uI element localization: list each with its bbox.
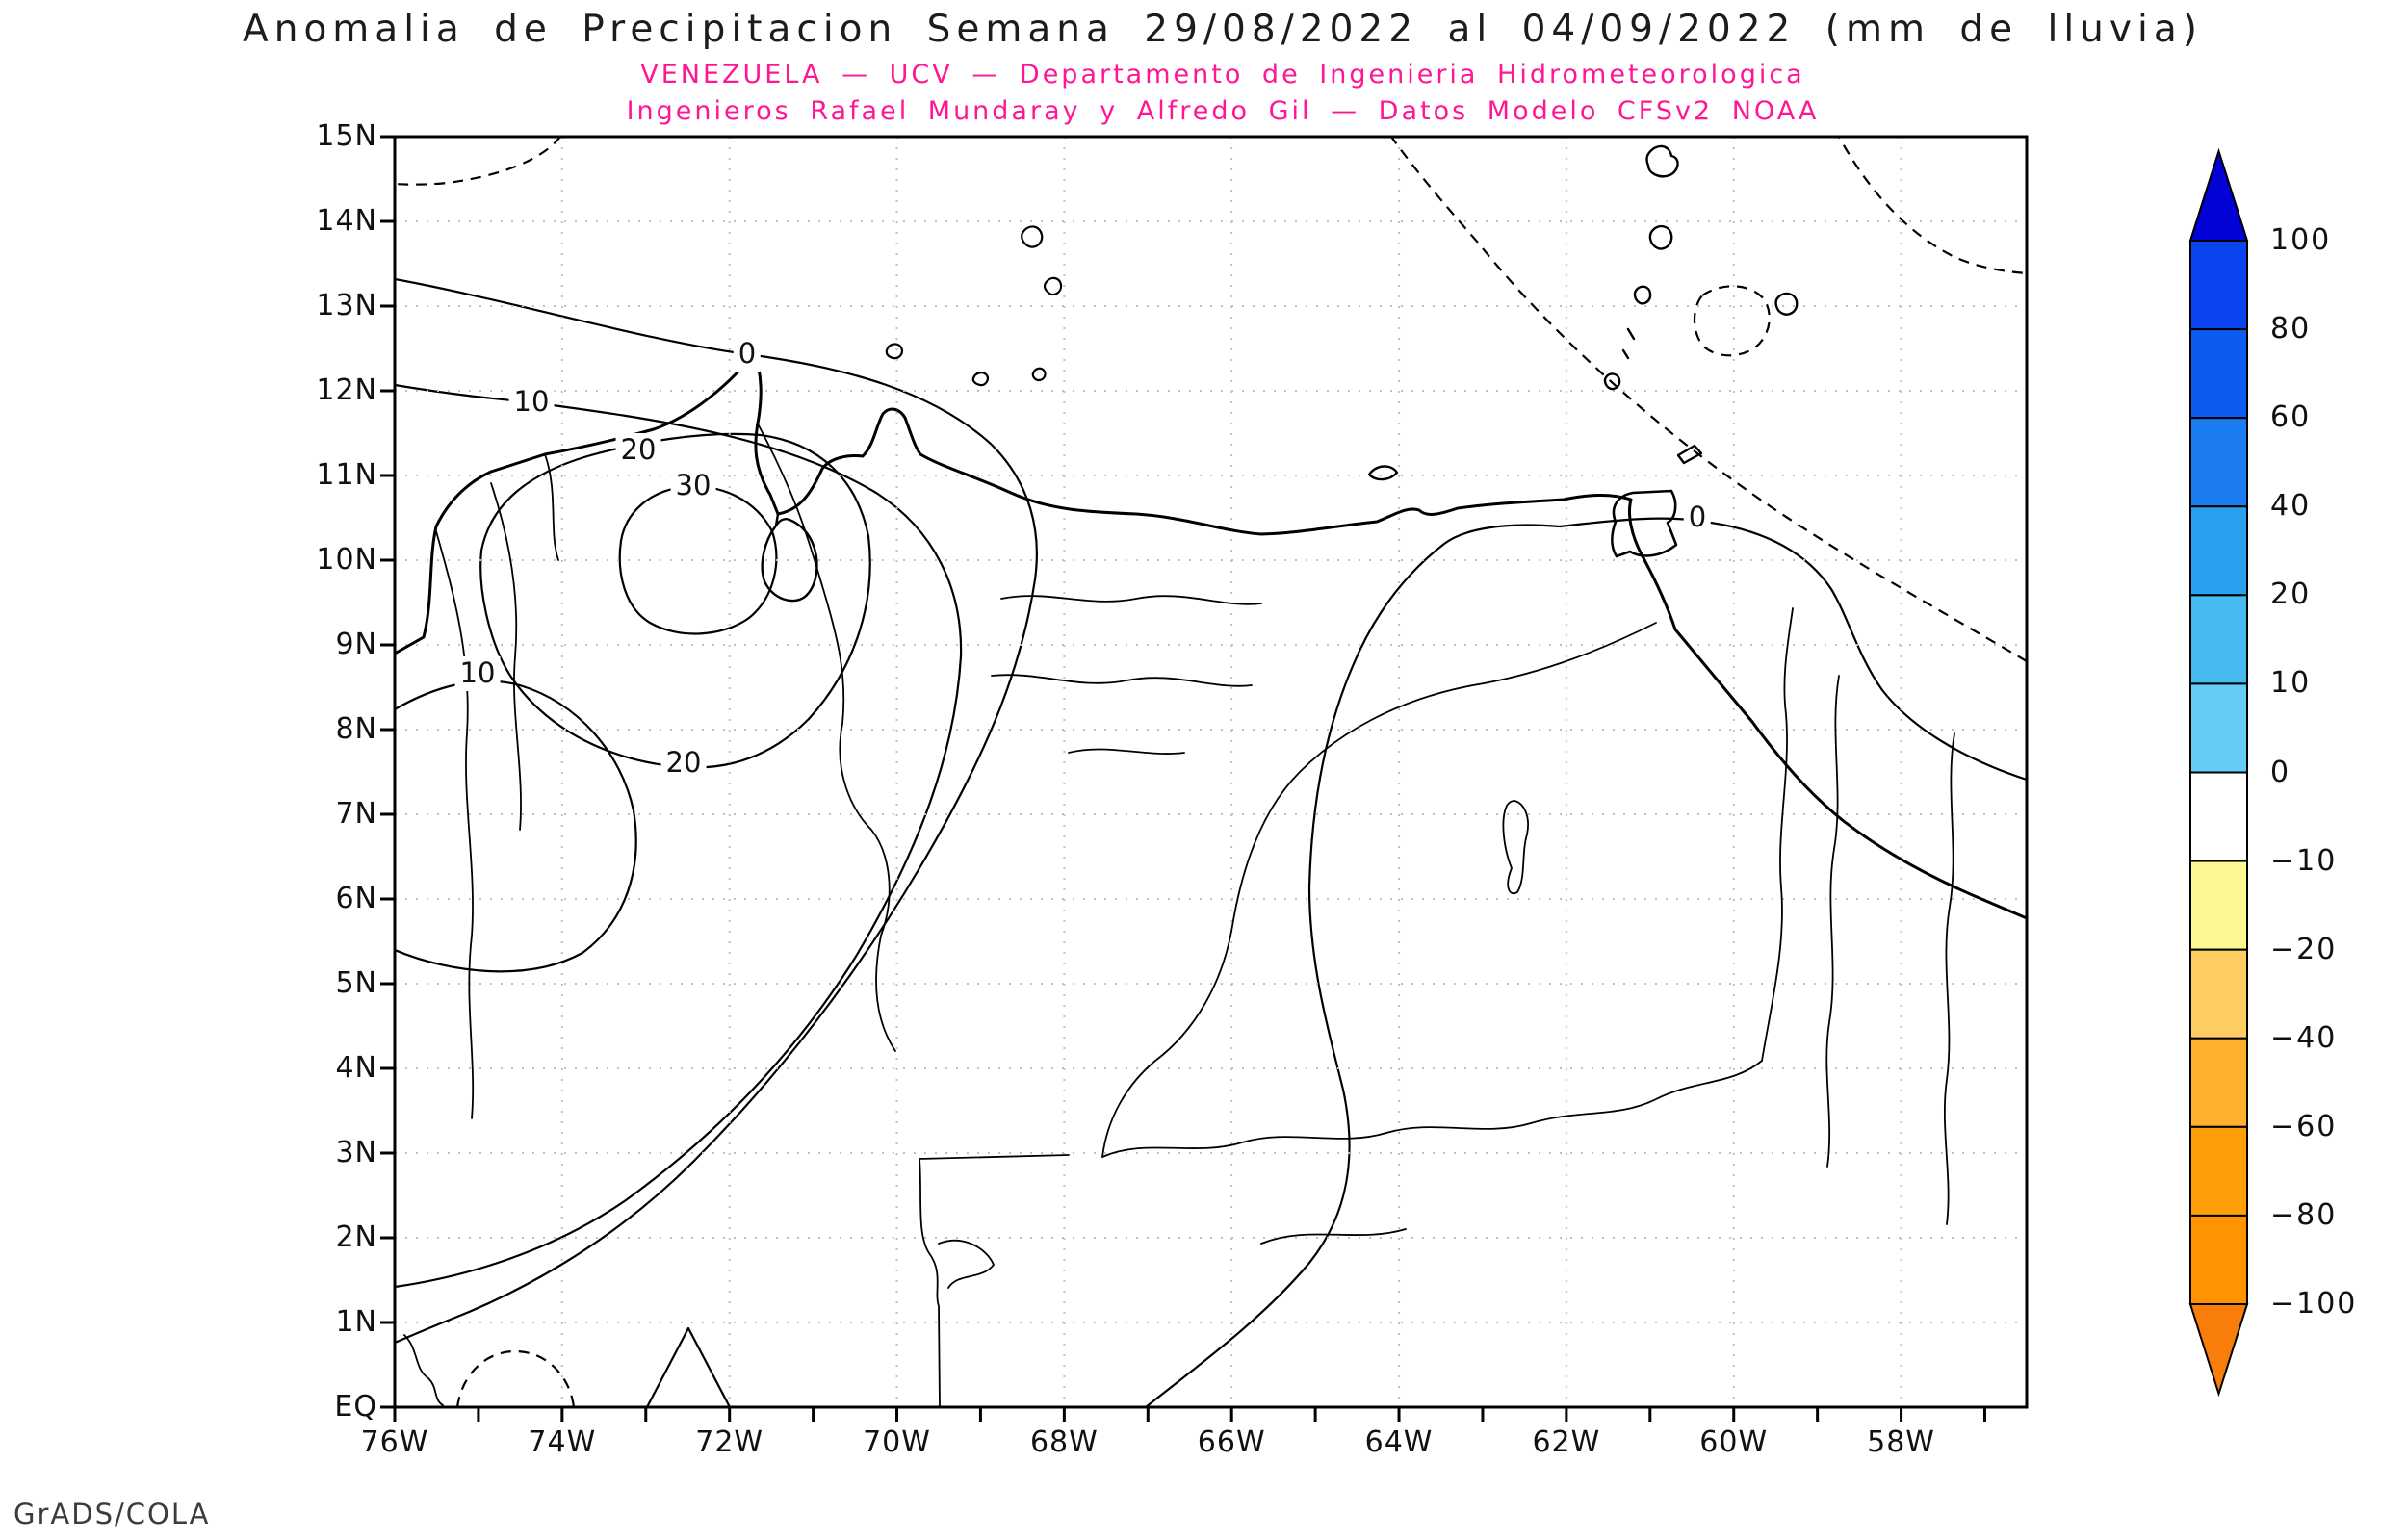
colorbar-tick-label: 60 <box>2270 400 2312 435</box>
fill-positive-tongue <box>645 1326 732 1407</box>
lat-tick-label: 8N <box>335 712 377 746</box>
colorbar-tick-label: −60 <box>2270 1109 2338 1143</box>
lon-tick-label: 64W <box>1364 1425 1434 1459</box>
page-title: Anomalia de Precipitacion Semana 29/08/2… <box>243 8 2203 51</box>
fill-positive-west-10 <box>395 383 963 1289</box>
lon-tick-label: 62W <box>1532 1425 1601 1459</box>
lon-tick-label: 74W <box>528 1425 597 1459</box>
colorbar-tick-label: 100 <box>2270 223 2332 257</box>
lon-tick-label: 70W <box>863 1425 931 1459</box>
axis-ticks <box>380 135 1986 1422</box>
fill-negative-topleft <box>395 137 562 186</box>
lat-tick-label: 10N <box>316 543 377 577</box>
fill-positive-west-20 <box>479 432 871 769</box>
fill-negative-band <box>1389 137 2027 663</box>
fill-positive-east-0 <box>1144 517 2027 1407</box>
contour-label: 0 <box>1683 500 1712 535</box>
map-area <box>395 137 2027 1407</box>
colorbar-tick-label: 0 <box>2270 755 2291 789</box>
contour-label: 10 <box>454 656 501 691</box>
lon-tick-label: 60W <box>1699 1425 1769 1459</box>
lon-tick-label: 66W <box>1197 1425 1266 1459</box>
colorbar-tick-label: −100 <box>2270 1287 2358 1321</box>
lat-tick-label: EQ <box>334 1390 377 1424</box>
lat-tick-label: 11N <box>316 458 377 492</box>
colorbar-tick-label: −80 <box>2270 1197 2338 1232</box>
lon-tick-label: 72W <box>695 1425 764 1459</box>
colorbar-tick-label: 10 <box>2270 666 2312 701</box>
lat-tick-label: 15N <box>316 119 377 153</box>
fill-negative-core-barbados <box>1693 285 1771 357</box>
colorbar <box>2188 147 2249 1398</box>
fill-negative-equator <box>455 1349 576 1407</box>
colorbar-tick-label: −40 <box>2270 1020 2338 1055</box>
grads-watermark: GrADS/COLA <box>13 1498 211 1530</box>
colorbar-tick-label: −10 <box>2270 843 2338 878</box>
graticule <box>395 137 2027 1407</box>
lat-tick-label: 12N <box>316 373 377 407</box>
lon-tick-label: 68W <box>1029 1425 1099 1459</box>
fill-positive-west-30 <box>618 485 778 635</box>
lat-tick-label: 1N <box>335 1305 377 1339</box>
lat-tick-label: 13N <box>316 289 377 322</box>
contour-label: 20 <box>615 433 661 468</box>
subtitle-line-1: VENEZUELA — UCV — Departamento de Ingeni… <box>640 60 1805 90</box>
lat-tick-label: 5N <box>335 966 377 1000</box>
fill-positive-west-0 <box>395 277 1038 1345</box>
contour-label: 10 <box>508 385 555 420</box>
borders-rivers <box>403 424 1955 1407</box>
colorbar-tick-label: 20 <box>2270 578 2312 612</box>
lat-tick-label: 7N <box>335 797 377 831</box>
lat-tick-label: 6N <box>335 882 377 915</box>
contour-label: 30 <box>670 469 716 503</box>
lat-tick-label: 3N <box>335 1136 377 1169</box>
lon-tick-label: 58W <box>1867 1425 1935 1459</box>
colorbar-tick-label: 40 <box>2270 489 2312 524</box>
lat-tick-label: 9N <box>335 628 377 661</box>
contour-label: 20 <box>660 746 707 781</box>
contour-label: 0 <box>733 337 762 372</box>
lat-tick-label: 4N <box>335 1051 377 1085</box>
colorbar-tick-label: 80 <box>2270 312 2312 346</box>
lon-tick-label: 76W <box>360 1425 429 1459</box>
lat-tick-label: 2N <box>335 1220 377 1254</box>
subtitle-line-2: Ingenieros Rafael Mundaray y Alfredo Gil… <box>626 96 1820 126</box>
colorbar-tick-label: −20 <box>2270 932 2338 966</box>
lat-tick-label: 14N <box>316 204 377 238</box>
map-frame <box>393 135 2029 1409</box>
coastline <box>395 144 2027 920</box>
